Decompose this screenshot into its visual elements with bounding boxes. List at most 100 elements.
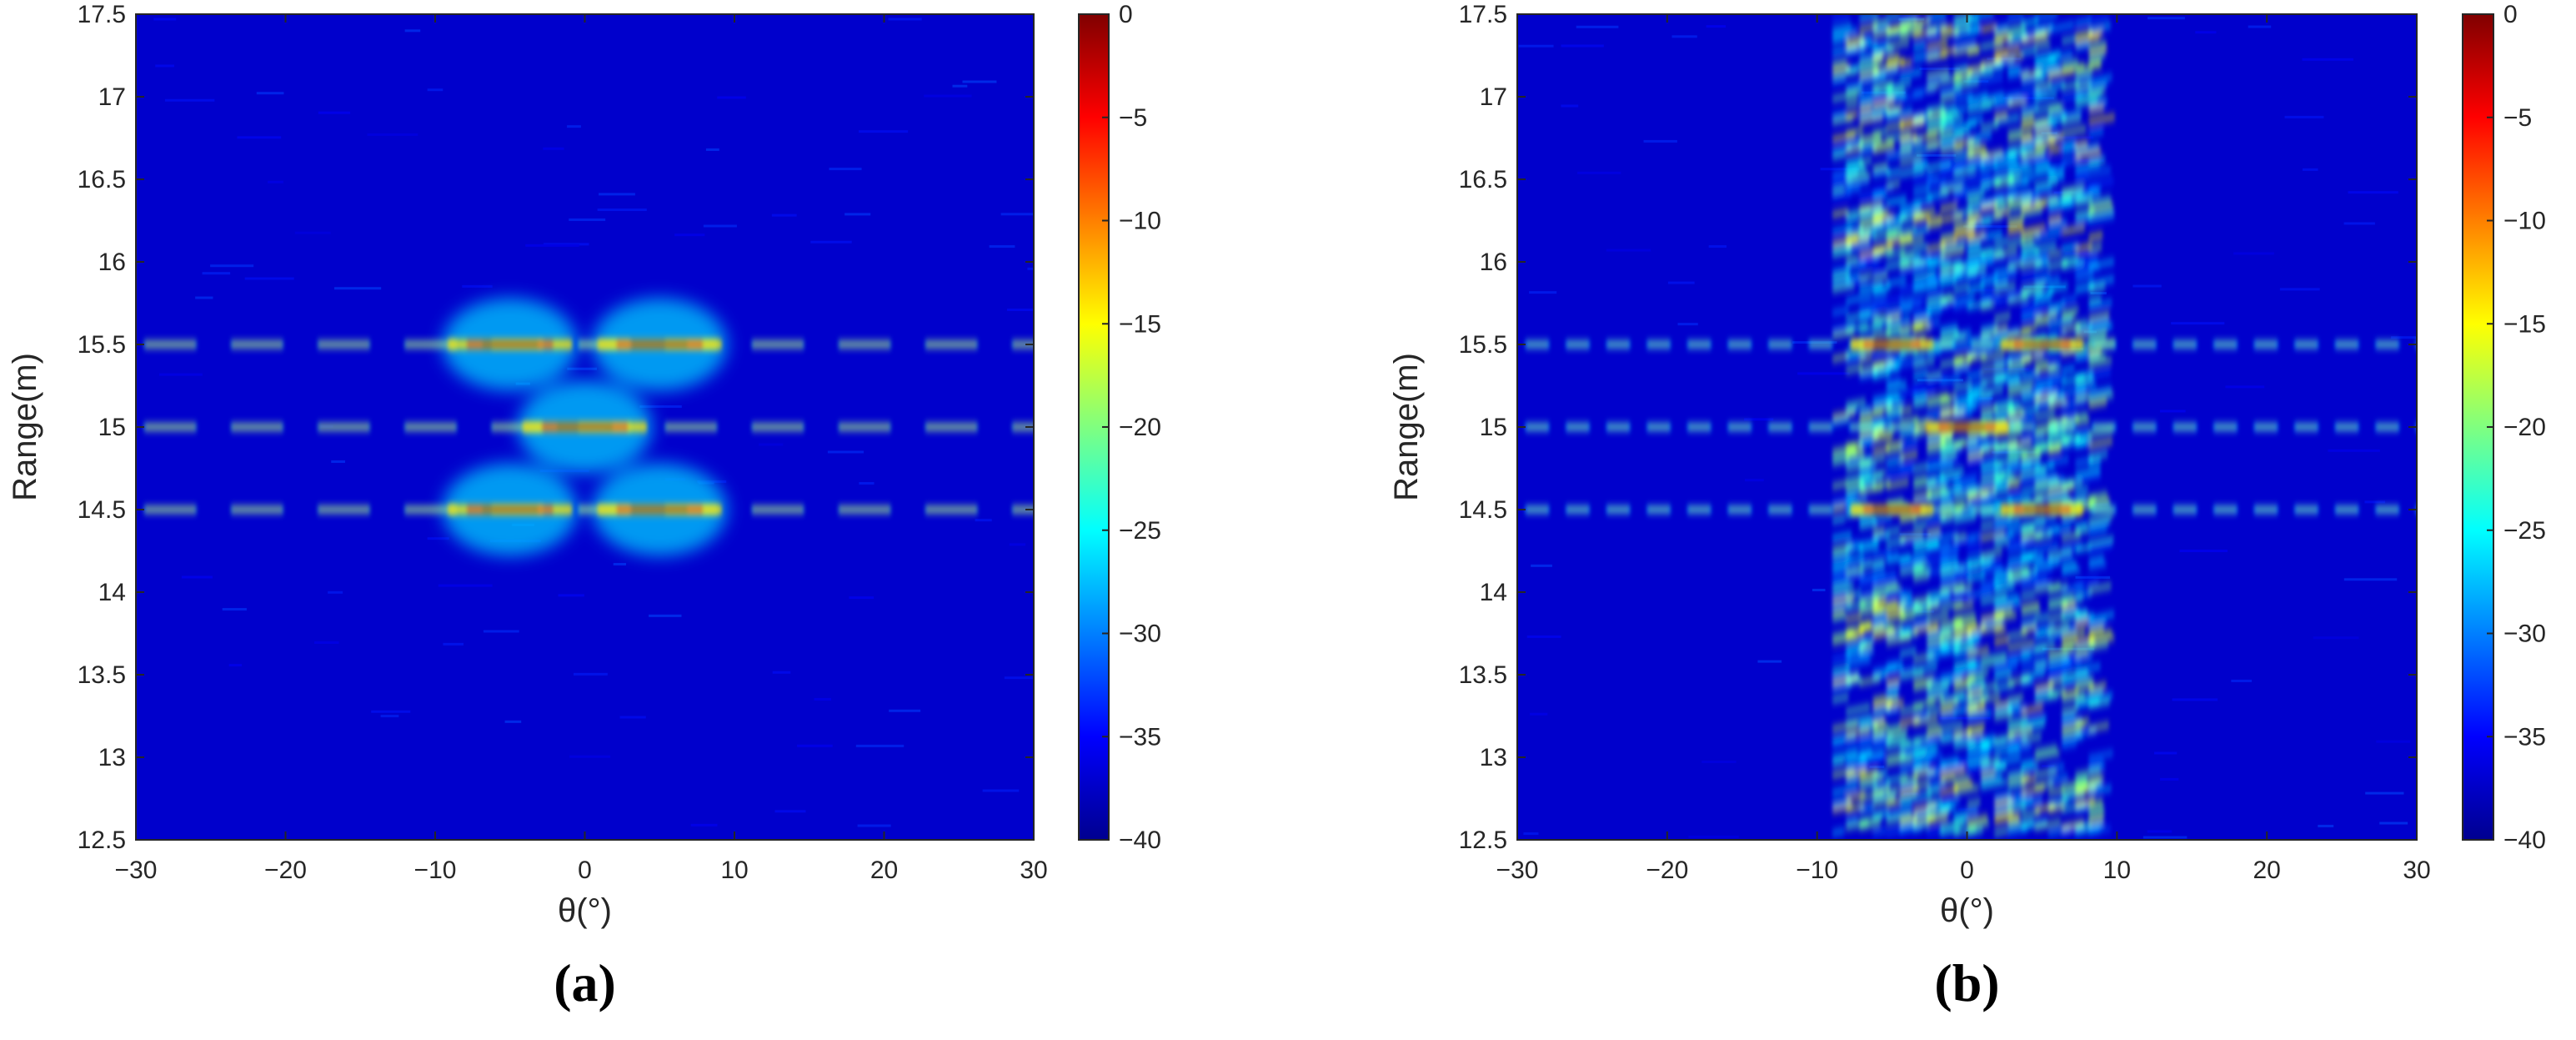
clutter-speckle <box>1832 829 1845 836</box>
noise-streak <box>333 287 382 290</box>
clutter-speckle <box>1993 439 2017 448</box>
clutter-speckle <box>1926 543 1951 552</box>
clutter-speckle <box>1886 458 1905 465</box>
clutter-speckle <box>1967 145 1987 153</box>
clutter-speckle <box>2088 197 2112 205</box>
clutter-speckle <box>1993 36 2013 43</box>
clutter-speckle <box>2034 196 2058 205</box>
clutter-speckle <box>1859 261 1879 269</box>
clutter-speckle <box>1886 109 1913 118</box>
clutter-speckle <box>2047 147 2062 153</box>
noise-streaks <box>153 18 1034 840</box>
clutter-speckle <box>1899 464 1915 471</box>
clutter-speckle <box>2047 689 2066 696</box>
clutter-speckle <box>1886 828 1902 836</box>
clutter-speckle <box>1967 163 1985 171</box>
clutter-speckle <box>2088 620 2107 627</box>
clutter-speckle <box>1886 382 1907 390</box>
clutter-speckle <box>1845 631 1865 639</box>
clutter-speckle <box>1886 808 1912 818</box>
clutter-speckle <box>1832 734 1857 743</box>
noise-streak <box>2041 132 2057 135</box>
clutter-speckle <box>2088 358 2112 367</box>
clutter-speckle <box>2088 387 2112 396</box>
clutter-speckle <box>1940 430 1954 436</box>
clutter-speckle <box>2034 186 2052 193</box>
clutter-speckle <box>1886 551 1899 558</box>
sidelobe-core <box>493 425 542 429</box>
sidelobe-core <box>1729 508 1750 511</box>
sidelobe-core <box>1526 343 1548 346</box>
clutter-speckle <box>1845 757 1867 766</box>
clutter-speckle <box>1993 475 2015 483</box>
clutter-speckle <box>1980 179 2002 188</box>
clutter-speckle <box>1912 18 1931 26</box>
clutter-speckle <box>1926 595 1951 604</box>
clutter-speckle <box>1886 58 1906 67</box>
clutter-speckle <box>1912 758 1932 766</box>
clutter-speckle <box>1886 752 1907 760</box>
clutter-speckle <box>1993 462 2019 471</box>
clutter-speckle <box>1872 221 1890 229</box>
clutter-speckle <box>1886 233 1902 240</box>
clutter-speckle <box>1886 538 1906 546</box>
y-tick-label: 16.5 <box>1459 166 1507 193</box>
clutter-speckle <box>2034 14 2058 20</box>
clutter-speckle <box>1926 771 1941 777</box>
clutter-speckle <box>2007 255 2027 263</box>
clutter-speckle <box>1980 24 1997 32</box>
clutter-speckle <box>2034 781 2054 789</box>
clutter-speckle <box>1872 185 1894 193</box>
clutter-speckle <box>1993 399 2014 408</box>
clutter-speckle <box>2074 30 2093 38</box>
noise-streak <box>427 88 444 92</box>
x-tick-label: −10 <box>1796 857 1838 884</box>
clutter-speckle <box>1832 721 1858 731</box>
clutter-speckle <box>1967 666 1984 673</box>
noise-streak <box>443 642 464 646</box>
clutter-speckle <box>2034 693 2059 702</box>
clutter-speckle <box>2007 493 2022 500</box>
clutter-speckle <box>2061 439 2087 448</box>
clutter-speckle <box>1872 577 1898 587</box>
clutter-speckle <box>1859 591 1876 598</box>
clutter-speckle <box>1859 354 1873 361</box>
clutter-speckle <box>1912 600 1940 610</box>
sidelobe-core <box>839 425 890 429</box>
noise-streak <box>639 404 682 408</box>
clutter-speckle <box>1886 724 1902 731</box>
clutter-speckle <box>2034 683 2054 691</box>
sidelobe-core <box>1526 425 1548 429</box>
noise-streak <box>1978 397 1993 400</box>
clutter-speckle <box>1859 37 1872 43</box>
clutter-speckle <box>1993 613 2017 621</box>
clutter-speckle <box>2021 209 2043 217</box>
noise-streak <box>210 264 254 268</box>
clutter-speckle <box>1953 631 1972 639</box>
clutter-speckle <box>2034 147 2047 153</box>
clutter-speckle <box>1899 705 1924 714</box>
clutter-speckle <box>1926 827 1944 836</box>
clutter-speckle <box>2034 349 2049 355</box>
noise-streak <box>2023 285 2066 289</box>
clutter-speckle <box>1899 428 1920 436</box>
clutter-speckle <box>2007 365 2026 373</box>
noise-streak <box>982 789 1020 792</box>
clutter-speckle <box>1967 631 1982 639</box>
clutter-speckle <box>2021 716 2047 726</box>
clutter-speckle <box>1940 376 1961 384</box>
clutter-speckle <box>1953 399 1973 408</box>
noise-streak <box>504 720 522 723</box>
clutter-speckle <box>1859 58 1882 67</box>
clutter-speckle <box>1859 219 1883 229</box>
clutter-speckle <box>1926 565 1952 575</box>
clutter-speckle <box>2088 514 2113 523</box>
clutter-speckle <box>1980 100 1997 107</box>
clutter-speckle <box>2021 274 2037 280</box>
clutter-speckle <box>1912 163 1929 171</box>
clutter-speckle <box>1926 294 1953 304</box>
clutter-speckle <box>2061 544 2082 552</box>
clutter-speckle <box>1886 23 1912 32</box>
clutter-speckle <box>2088 99 2108 107</box>
noise-streak <box>1561 44 1604 48</box>
